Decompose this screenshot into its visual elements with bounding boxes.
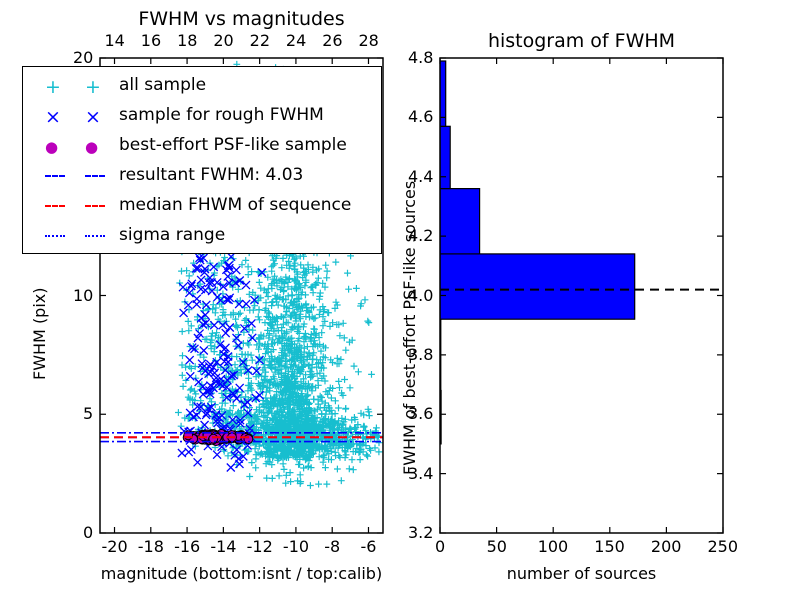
y-tick-label: 10	[73, 285, 94, 305]
y-tick-label: 3.8	[408, 344, 434, 364]
histogram-bar	[440, 253, 636, 320]
histogram-bars	[440, 60, 636, 445]
legend-line-icon	[45, 235, 65, 237]
histogram-bar	[440, 188, 481, 255]
y-tick-label: 4.2	[408, 226, 434, 246]
x-tick-label: -12	[246, 537, 273, 556]
legend-circle-icon: ●	[45, 138, 59, 156]
x-tick-label: -8	[324, 537, 341, 556]
x-tick-label: 200	[650, 537, 682, 556]
legend-cross-icon: ×	[85, 106, 101, 128]
x-tick-label: -10	[282, 537, 310, 556]
y-tick-label: 3.4	[408, 463, 434, 483]
right-panel-ylabel: FWHM of best-effort PSF-like sources	[400, 180, 419, 475]
x-tick-label: -18	[137, 537, 164, 556]
legend-label: resultant FWHM: 4.03	[119, 165, 304, 185]
legend-plus-icon: +	[45, 76, 61, 98]
sigma-range-lines	[100, 431, 383, 443]
y-tick-label: 20	[73, 48, 94, 67]
right-panel-title: histogram of FWHM	[487, 30, 676, 52]
x-tick-label-top: 14	[104, 31, 125, 50]
legend-label: median FHWM of sequence	[119, 195, 352, 215]
x-tick-label-top: 22	[249, 31, 270, 50]
legend-item[interactable]: ● ● best-effort PSF-like sample	[23, 133, 381, 164]
legend-item[interactable]: × × sample for rough FWHM	[23, 103, 381, 134]
x-tick-label: -20	[101, 537, 128, 556]
x-tick-label: 150	[594, 537, 625, 556]
x-tick-label: 50	[486, 537, 507, 556]
y-tick-label: 0	[83, 523, 94, 542]
legend-line-icon	[45, 175, 65, 177]
y-tick-label: 4.0	[408, 285, 434, 305]
x-tick-label-top: 28	[358, 31, 379, 50]
right-panel-histogram	[439, 57, 724, 534]
legend-label: best-effort PSF-like sample	[119, 135, 347, 155]
legend-box: + + all sample × × sample for rough FWHM ● ● bes…	[22, 66, 382, 254]
x-tick-label: 250	[707, 537, 739, 556]
left-panel-ylabel: FWHM (pix)	[30, 287, 49, 381]
y-tick-label: 3.6	[408, 404, 434, 424]
right-axes-ticks	[439, 57, 724, 534]
left-panel-xlabel: magnitude (bottom:isnt / top:calib)	[100, 564, 383, 583]
histogram-bar	[440, 60, 447, 127]
x-tick-label-top: 16	[140, 31, 162, 50]
legend-label: sigma range	[119, 225, 226, 245]
y-tick-label: 4.8	[408, 48, 434, 67]
left-panel-title: FWHM vs magnitudes	[138, 8, 345, 30]
x-tick-label: -16	[174, 537, 201, 556]
y-tick-label: 5	[83, 404, 94, 424]
y-tick-label: 4.6	[408, 107, 434, 127]
scatter-all-sample	[164, 60, 383, 489]
legend-label: all sample	[119, 75, 207, 95]
legend-item[interactable]: + + all sample	[23, 73, 381, 104]
legend-circle-icon: ●	[85, 138, 99, 156]
y-tick-label: 3.2	[408, 523, 434, 542]
legend-cross-icon: ×	[45, 106, 61, 128]
left-panel-scatter	[99, 57, 384, 534]
legend-line-icon	[85, 175, 105, 177]
legend-line-icon	[45, 205, 65, 207]
left-axes-ticks	[100, 57, 383, 534]
legend-item[interactable]: resultant FWHM: 4.03	[23, 163, 381, 194]
x-tick-label: -14	[210, 537, 237, 556]
legend-line-icon	[85, 205, 105, 207]
x-tick-label-top: 20	[213, 31, 234, 50]
right-panel-xlabel: number of sources	[506, 564, 657, 583]
legend-line-icon	[85, 235, 105, 237]
x-tick-label: -6	[360, 537, 377, 556]
y-tick-label: 4.4	[408, 166, 434, 186]
x-tick-label-top: 24	[285, 31, 307, 50]
histogram-bar	[440, 125, 451, 190]
x-tick-label-top: 18	[177, 31, 198, 50]
x-tick-label-top: 26	[322, 31, 343, 50]
legend-item[interactable]: sigma range	[23, 223, 381, 254]
legend-plus-icon: +	[85, 76, 101, 98]
legend-label: sample for rough FWHM	[119, 105, 324, 125]
x-tick-label: 100	[537, 537, 569, 556]
x-tick-label: 0	[435, 537, 446, 556]
scatter-psf-sample	[182, 429, 254, 447]
legend-item[interactable]: median FHWM of sequence	[23, 193, 381, 224]
